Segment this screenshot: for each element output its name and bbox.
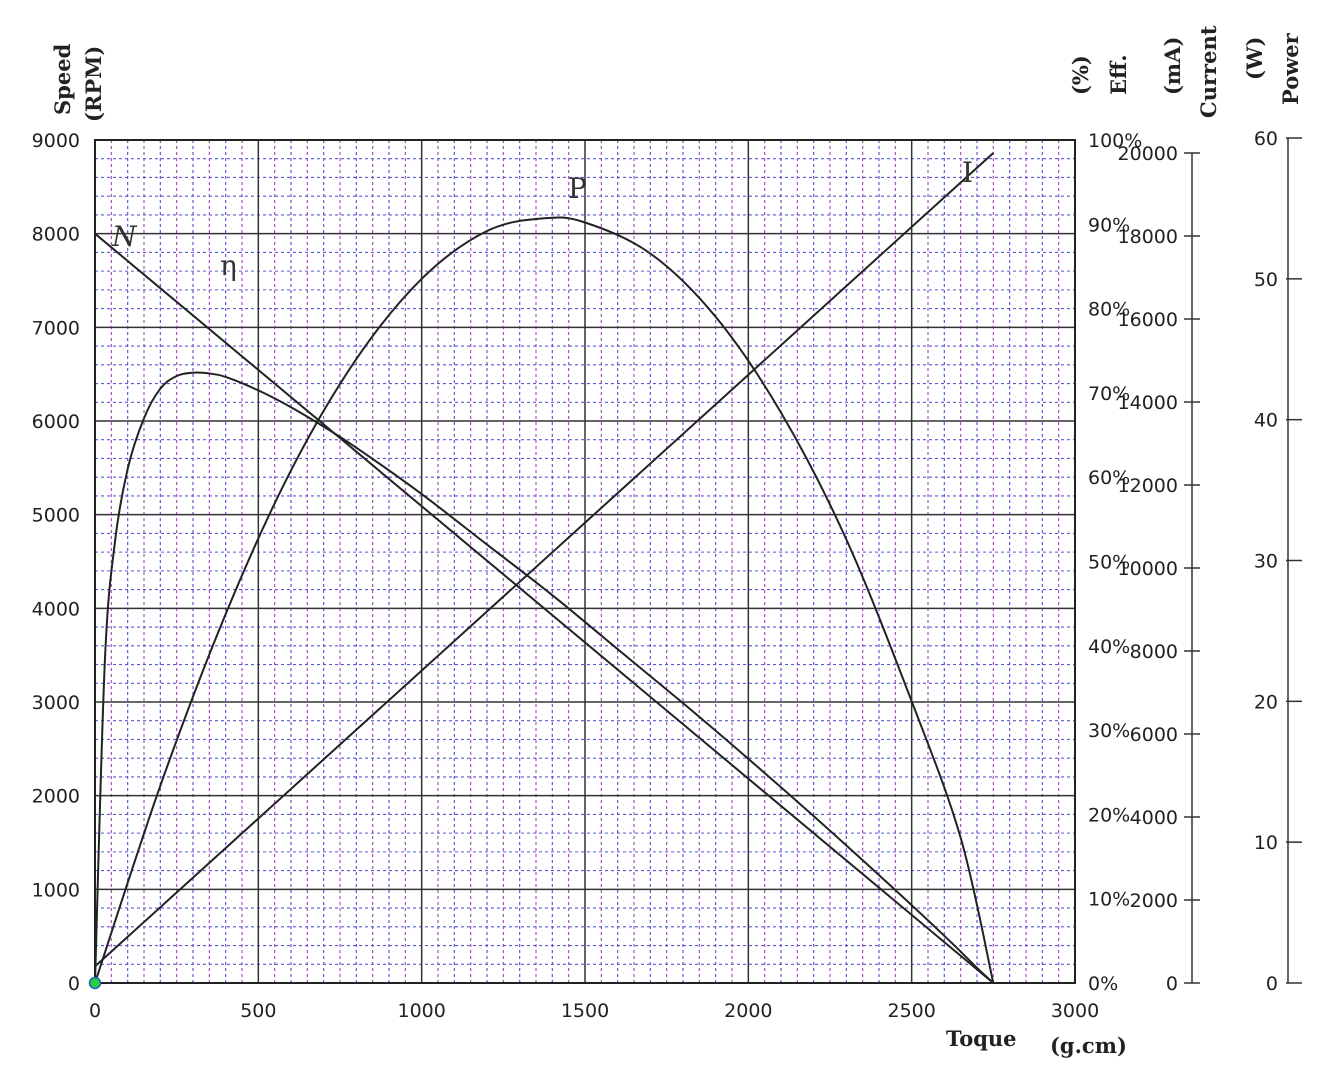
eff-tick-label: 90%	[1088, 214, 1130, 236]
series-layer	[94, 152, 995, 984]
speed-tick-label: 6000	[32, 411, 80, 433]
power-tick-label: 20	[1254, 691, 1278, 713]
eff-curve	[94, 371, 994, 984]
speed-tick-label: 3000	[32, 692, 80, 714]
eff-tick-label: 30%	[1088, 720, 1130, 742]
x-tick-label: 0	[89, 1000, 101, 1022]
speed-axis-label: Speed	[50, 43, 75, 115]
current-tick-label: 14000	[1118, 392, 1178, 414]
power-tick-label: 10	[1254, 832, 1278, 854]
power-tick-label: 0	[1266, 973, 1278, 995]
speed-curve	[94, 232, 994, 984]
x-tick-label: 2000	[724, 1000, 772, 1022]
current-axis-unit: (mA)	[1160, 37, 1185, 95]
eff-tick-label: 40%	[1088, 636, 1130, 658]
speed-tick-label: 7000	[32, 317, 80, 339]
eff-tick-label: 80%	[1088, 299, 1130, 321]
power-axis-unit: (W)	[1242, 37, 1267, 80]
eff-axis-label: Eff.	[1106, 54, 1131, 95]
x-axis-label: Toque	[946, 1026, 1017, 1051]
current-tick-label: 8000	[1130, 641, 1178, 663]
x-tick-label: 500	[240, 1000, 276, 1022]
speed-tick-label: 8000	[32, 224, 80, 246]
speed-tick-label: 4000	[32, 598, 80, 620]
current-tick-label: 18000	[1118, 226, 1178, 248]
eff-tick-label: 50%	[1088, 552, 1130, 574]
origin-marker	[88, 976, 102, 990]
eff-tick-label: 70%	[1088, 383, 1130, 405]
current-tick-label: 12000	[1118, 475, 1178, 497]
current-tick-label: 10000	[1118, 558, 1178, 580]
x-tick-label: 1500	[561, 1000, 609, 1022]
speed-tick-label: 5000	[32, 505, 80, 527]
current-tick-label: 20000	[1118, 143, 1178, 165]
current-tick-label: 4000	[1130, 807, 1178, 829]
speed-tick-label: 1000	[32, 879, 80, 901]
eff-tick-label: 10%	[1088, 889, 1130, 911]
speed-axis-unit: (RPM)	[81, 46, 106, 122]
power-curve	[94, 216, 995, 984]
series-label-eta: η	[220, 249, 237, 282]
x-tick-label: 2500	[887, 1000, 935, 1022]
eff-tick-label: 20%	[1088, 804, 1130, 826]
current-tick-label: 16000	[1118, 309, 1178, 331]
series-label-p: P	[568, 172, 587, 205]
x-tick-label: 1000	[397, 1000, 445, 1022]
current-tick-label: 6000	[1130, 724, 1178, 746]
x-axis-unit: (g.cm)	[1050, 1033, 1127, 1058]
current-tick-label: 0	[1166, 973, 1178, 995]
current-curve	[94, 152, 994, 968]
series-label-n: N	[111, 220, 138, 253]
series-label-i: I	[962, 156, 973, 189]
power-tick-label: 40	[1254, 410, 1278, 432]
current-tick-label: 2000	[1130, 890, 1178, 912]
power-tick-label: 50	[1254, 269, 1278, 291]
speed-tick-label: 2000	[32, 786, 80, 808]
eff-tick-label: 0%	[1088, 973, 1118, 995]
current-axis-label: Current	[1196, 25, 1221, 118]
speed-tick-label: 9000	[32, 130, 80, 152]
axes-layer: 0 500 1000 1500 2000 2500 30000100020003000400…	[32, 128, 1302, 1022]
speed-tick-label: 0	[68, 973, 80, 995]
eff-axis-unit: (%)	[1068, 55, 1093, 95]
power-axis-label: Power	[1278, 32, 1303, 105]
power-tick-label: 60	[1254, 128, 1278, 150]
plot-frame	[94, 139, 1076, 984]
eff-tick-label: 60%	[1088, 467, 1130, 489]
eff-tick-label: 100%	[1088, 130, 1142, 152]
x-tick-label: 3000	[1051, 1000, 1099, 1022]
power-tick-label: 30	[1254, 551, 1278, 573]
